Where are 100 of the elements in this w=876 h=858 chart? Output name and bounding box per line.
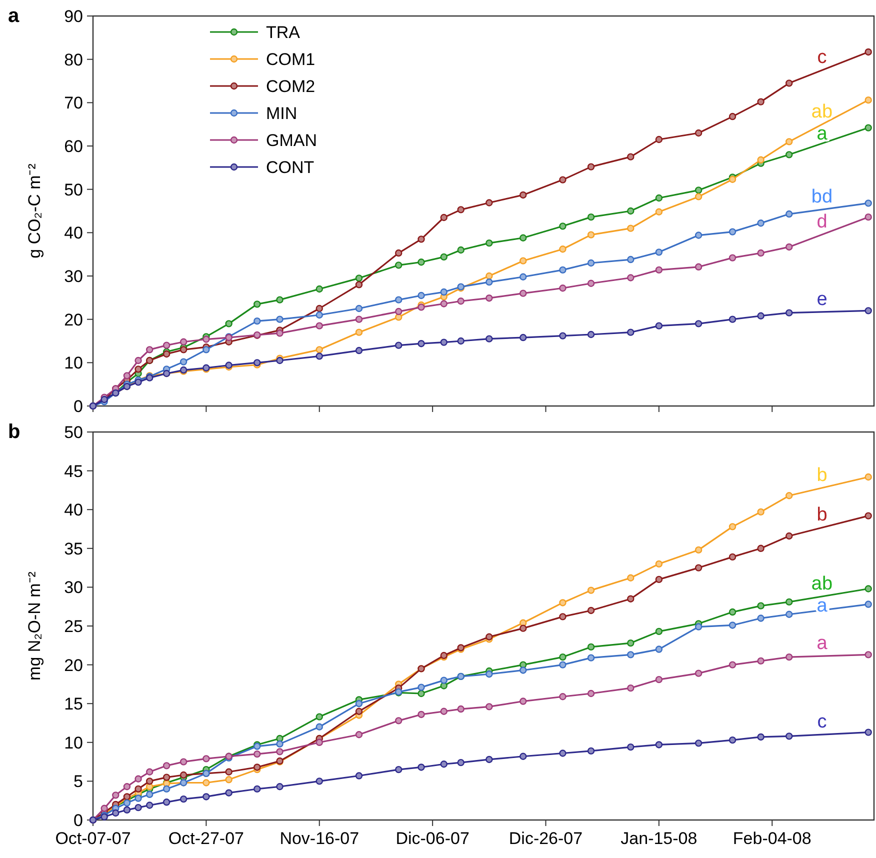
point — [202, 346, 210, 354]
point — [146, 802, 154, 809]
point — [728, 661, 736, 668]
point — [395, 296, 402, 304]
point — [587, 606, 595, 614]
point — [757, 657, 764, 665]
point — [457, 206, 464, 214]
point — [254, 764, 261, 771]
point — [418, 710, 425, 718]
point — [694, 564, 702, 572]
point — [587, 259, 595, 267]
point — [728, 316, 736, 323]
point — [786, 80, 793, 87]
annotation: c — [817, 47, 827, 68]
point — [694, 129, 702, 137]
annotation: bd — [811, 186, 833, 208]
point — [180, 795, 188, 803]
point — [627, 274, 634, 282]
point — [486, 703, 493, 710]
point — [134, 785, 142, 793]
point — [627, 595, 634, 602]
point — [355, 274, 363, 282]
annotation: d — [816, 212, 828, 233]
point — [225, 768, 232, 776]
x-tick-label: Feb-04-08 — [732, 829, 812, 848]
point — [757, 733, 764, 741]
point — [276, 330, 284, 337]
point — [418, 690, 425, 698]
point — [276, 316, 284, 323]
point — [757, 220, 764, 227]
point — [694, 320, 702, 328]
point — [134, 366, 142, 373]
point — [520, 273, 527, 280]
y-axis-title: mg N₂O-N m⁻² — [25, 571, 44, 680]
point — [655, 266, 663, 274]
point — [395, 342, 402, 349]
annotation: ab — [811, 101, 833, 122]
point — [864, 600, 872, 608]
point — [655, 208, 663, 216]
point — [180, 771, 188, 779]
point — [202, 755, 210, 762]
point — [162, 774, 170, 781]
point — [627, 743, 634, 751]
point — [418, 764, 425, 771]
point — [655, 676, 663, 684]
y-tick-label: 90 — [64, 7, 83, 26]
point — [728, 112, 736, 120]
point — [587, 690, 595, 698]
point — [694, 623, 702, 630]
y-tick-label: 40 — [64, 500, 83, 520]
y-tick-label: 10 — [64, 354, 83, 373]
point — [355, 772, 363, 780]
point — [786, 610, 793, 618]
point — [728, 608, 736, 616]
legend-label: GMAN — [266, 131, 317, 150]
y-tick-label: 50 — [64, 180, 83, 200]
point — [786, 532, 793, 540]
point — [728, 622, 736, 629]
point — [418, 304, 425, 311]
point — [728, 736, 736, 744]
point — [355, 700, 363, 708]
point — [587, 330, 595, 338]
point — [728, 254, 736, 262]
point — [418, 684, 425, 691]
point — [486, 239, 493, 247]
point — [786, 243, 793, 251]
annotation: b — [816, 504, 828, 526]
point — [520, 334, 527, 342]
point — [180, 358, 188, 366]
point — [587, 654, 595, 662]
point — [440, 338, 448, 346]
point — [786, 598, 793, 606]
point — [316, 304, 323, 312]
point — [655, 560, 663, 568]
point — [520, 257, 527, 264]
point — [486, 670, 493, 678]
point — [864, 473, 872, 481]
y-tick-label: 0 — [74, 811, 83, 830]
point — [587, 643, 595, 651]
point — [864, 213, 872, 221]
point — [864, 585, 872, 592]
point — [520, 752, 527, 760]
point — [694, 546, 702, 554]
point — [559, 750, 566, 757]
point — [864, 200, 872, 207]
y-tick-label: 80 — [64, 50, 83, 70]
point — [276, 783, 284, 790]
point — [457, 758, 464, 766]
point — [559, 653, 566, 661]
point — [864, 96, 872, 104]
y-tick-label: 20 — [64, 310, 83, 330]
point — [316, 778, 323, 785]
annotation: b — [816, 464, 828, 486]
point — [559, 613, 566, 620]
point — [180, 338, 188, 346]
point — [112, 792, 120, 799]
x-tick-label: Dic-06-07 — [396, 829, 470, 848]
point — [355, 731, 363, 738]
point — [440, 708, 448, 715]
point — [440, 288, 448, 296]
